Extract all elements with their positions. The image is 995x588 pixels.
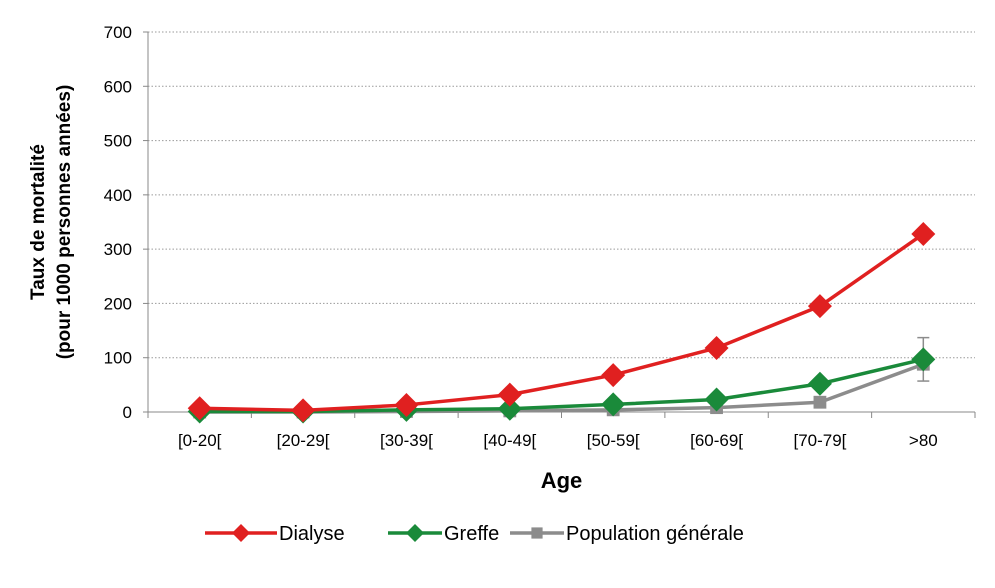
series-group bbox=[187, 221, 936, 424]
axes bbox=[147, 32, 975, 413]
x-tick-label: [70-79[ bbox=[793, 431, 846, 450]
data-point-population-g-n-rale bbox=[813, 395, 827, 409]
y-tick-label: 0 bbox=[123, 403, 132, 422]
data-point-greffe bbox=[497, 396, 522, 421]
x-tick-label: [20-29[ bbox=[277, 431, 330, 450]
x-tick-label: [50-59[ bbox=[587, 431, 640, 450]
data-point-dialyse bbox=[291, 398, 316, 423]
legend-label: Dialyse bbox=[279, 523, 345, 545]
x-tick-label: [60-69[ bbox=[690, 431, 743, 450]
y-axis-title-line-2: (pour 1000 personnes années) bbox=[54, 85, 75, 360]
data-point-dialyse bbox=[911, 221, 936, 246]
data-point-dialyse bbox=[601, 363, 626, 388]
legend-label: Population générale bbox=[566, 523, 744, 545]
legend-item-greffe: Greffe bbox=[388, 523, 499, 545]
legend: Dialyse Greffe Population générale bbox=[205, 523, 744, 545]
x-tick-label: >80 bbox=[909, 431, 938, 450]
x-tick-label: [30-39[ bbox=[380, 431, 433, 450]
data-point-dialyse bbox=[807, 294, 832, 319]
legend-swatch-marker bbox=[232, 524, 250, 542]
data-point-dialyse bbox=[497, 382, 522, 407]
data-point-greffe bbox=[704, 387, 729, 412]
y-tick-label: 700 bbox=[104, 23, 132, 42]
x-axis-title: Age bbox=[541, 468, 583, 493]
y-tick-label: 200 bbox=[104, 294, 132, 313]
x-tick-label: [40-49[ bbox=[483, 431, 536, 450]
legend-swatch-marker bbox=[531, 527, 543, 539]
y-tick-label: 400 bbox=[104, 186, 132, 205]
data-point-greffe bbox=[911, 347, 936, 372]
data-point-dialyse bbox=[394, 392, 419, 417]
y-tick-label: 500 bbox=[104, 132, 132, 151]
legend-item-dialyse: Dialyse bbox=[205, 523, 345, 545]
gridlines bbox=[148, 31, 975, 359]
x-axis-tick-labels: [0-20[ [20-29[ [30-39[ [40-49[ [50-59[ [60-69… bbox=[147, 412, 976, 450]
y-axis-tick-labels: 0 100 200 300 400 500 600 700 bbox=[104, 23, 148, 422]
data-point-dialyse bbox=[704, 335, 729, 360]
x-tick-label: [0-20[ bbox=[178, 431, 222, 450]
data-point-greffe bbox=[807, 371, 832, 396]
data-point-dialyse bbox=[187, 396, 212, 421]
series-dialyse bbox=[187, 221, 936, 423]
y-axis-title-line-1: Taux de mortalité bbox=[28, 144, 49, 300]
y-tick-label: 600 bbox=[104, 77, 132, 96]
data-point-greffe bbox=[601, 392, 626, 417]
legend-label: Greffe bbox=[444, 523, 499, 545]
legend-swatch-marker bbox=[406, 524, 424, 542]
y-tick-label: 100 bbox=[104, 349, 132, 368]
y-axis-title: Taux de mortalité (pour 1000 personnes a… bbox=[28, 85, 75, 360]
legend-item-population-g-n-rale: Population générale bbox=[510, 523, 744, 545]
series-line-dialyse bbox=[199, 232, 925, 413]
y-tick-label: 300 bbox=[104, 240, 132, 259]
